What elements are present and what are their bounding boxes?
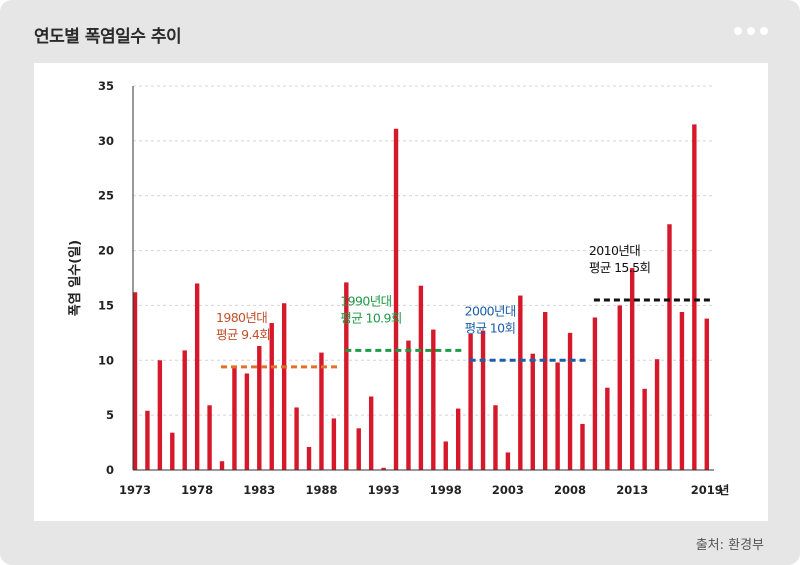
bar xyxy=(679,312,685,470)
decade-label: 2010년대 xyxy=(589,243,640,258)
bar xyxy=(294,407,299,470)
decade-average-label: 평균 9.4회 xyxy=(216,327,270,342)
bar xyxy=(306,446,312,470)
chart-panel: 0 5 10 15 20 25 30 35 1973 1978 1983 1988 1993 1998 20… xyxy=(34,63,768,521)
menu-dot xyxy=(734,27,742,35)
bar xyxy=(281,303,287,470)
y-tick-label: 35 xyxy=(98,79,114,93)
source-note: 출처: 환경부 xyxy=(695,538,764,553)
bar xyxy=(431,329,436,470)
y-tick-label: 0 xyxy=(106,463,114,477)
bar xyxy=(219,461,225,470)
bar xyxy=(418,285,424,470)
x-tick-label: 2013 xyxy=(616,483,648,497)
bar xyxy=(455,408,461,470)
bar xyxy=(393,128,399,470)
decade-label: 1980년대 xyxy=(216,310,267,325)
bar xyxy=(257,346,262,470)
y-tick-label: 10 xyxy=(98,353,114,367)
bar xyxy=(344,282,349,470)
bar xyxy=(493,405,498,470)
bar xyxy=(331,418,337,470)
bar xyxy=(232,367,237,470)
x-tick-label: 1973 xyxy=(119,483,151,497)
decade-label: 2000년대 xyxy=(465,303,516,318)
bar xyxy=(319,352,324,470)
bar xyxy=(368,396,374,470)
x-tick-label: 1993 xyxy=(368,483,400,497)
bar xyxy=(605,387,610,470)
decade-average-label: 평균 15.5회 xyxy=(589,260,651,275)
bar xyxy=(505,452,511,470)
bar xyxy=(704,318,709,470)
bar xyxy=(194,283,200,470)
bar xyxy=(530,353,535,470)
bar xyxy=(617,305,622,470)
menu-dot xyxy=(760,27,768,35)
more-horizontal-icon[interactable] xyxy=(734,27,768,35)
bar xyxy=(443,441,448,470)
bar xyxy=(157,360,163,470)
bar xyxy=(580,423,585,470)
window-title: 연도별 폭염일수 추이 xyxy=(34,27,182,47)
bar xyxy=(468,333,473,470)
y-tick-label: 20 xyxy=(98,244,114,258)
y-tick-label: 30 xyxy=(98,134,114,148)
bar xyxy=(555,362,560,470)
x-unit-label: 년 xyxy=(719,483,730,497)
bar xyxy=(542,312,548,470)
bar xyxy=(592,317,598,470)
x-tick-label: 1978 xyxy=(181,483,213,497)
bar xyxy=(381,467,386,470)
y-axis-label: 폭염 일수(일) xyxy=(67,240,83,316)
y-tick-label: 5 xyxy=(106,408,114,422)
bar xyxy=(244,373,250,470)
bar xyxy=(654,359,660,470)
bar xyxy=(518,295,523,470)
y-tick-label: 25 xyxy=(98,189,114,203)
bar xyxy=(132,292,138,470)
bar xyxy=(269,322,274,470)
x-tick-label: 1988 xyxy=(305,483,337,497)
bar xyxy=(182,350,187,470)
bar xyxy=(642,388,647,470)
bar xyxy=(567,332,573,470)
bar xyxy=(630,268,635,470)
y-tick-label: 15 xyxy=(98,298,114,312)
x-tick-label: 1983 xyxy=(243,483,275,497)
bar xyxy=(406,340,411,470)
bar xyxy=(356,428,361,470)
menu-dot xyxy=(747,27,755,35)
x-tick-label: 2008 xyxy=(554,483,586,497)
bar xyxy=(170,432,175,470)
bar xyxy=(692,124,697,471)
bar xyxy=(480,330,486,470)
decade-average-label: 평균 10.9회 xyxy=(340,310,402,325)
heatwave-days-bar-chart: 0 5 10 15 20 25 30 35 1973 1978 1983 1988 1993 1998 20… xyxy=(67,79,730,497)
decade-label: 1990년대 xyxy=(340,293,391,308)
x-tick-label: 2003 xyxy=(492,483,524,497)
bar xyxy=(145,410,150,470)
x-tick-label: 1998 xyxy=(430,483,462,497)
x-tick-label: 2019 xyxy=(691,483,723,497)
bar xyxy=(207,405,212,470)
decade-average-label: 평균 10회 xyxy=(465,320,516,335)
bar xyxy=(667,224,672,470)
